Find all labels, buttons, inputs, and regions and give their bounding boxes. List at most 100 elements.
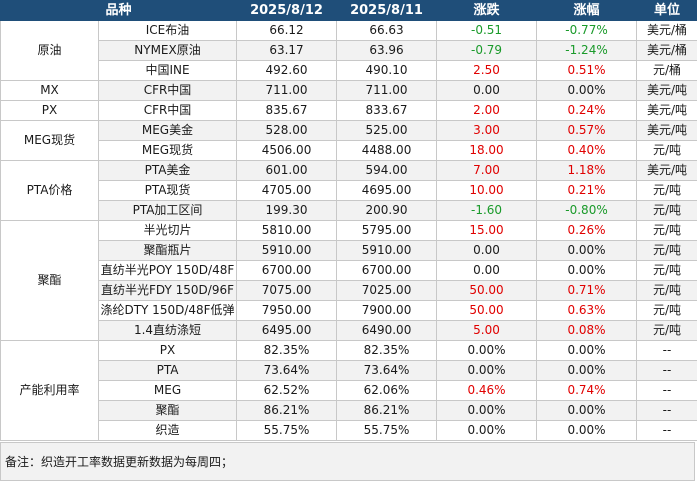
- item-name-cell: 半光切片: [97, 220, 238, 241]
- value-date2-cell: 525.00: [336, 120, 438, 141]
- change-cell: 0.00: [436, 240, 538, 261]
- change-pct-cell: 0.40%: [536, 140, 638, 161]
- change-pct-cell: 0.57%: [536, 120, 638, 141]
- value-date1-cell: 7950.00: [236, 300, 338, 321]
- value-date1-cell: 86.21%: [236, 400, 338, 421]
- change-cell: -0.51: [436, 20, 538, 41]
- table-row: 产能利用率 PX 82.35% 82.35% 0.00% 0.00% --: [0, 340, 697, 441]
- value-date1-cell: 528.00: [236, 120, 338, 141]
- value-date2-cell: 6700.00: [336, 260, 438, 281]
- value-date2-cell: 66.63: [336, 20, 438, 41]
- value-date1-cell: 7075.00: [236, 280, 338, 301]
- table-row: 中国INE 492.60 490.10 2.50 0.51% 元/桶: [1, 60, 697, 81]
- unit-cell: 元/吨: [636, 240, 697, 261]
- change-cell: 2.50: [436, 60, 538, 81]
- table-row: 涤纶DTY 150D/48F低弹 7950.00 7900.00 50.00 0.63%…: [1, 300, 697, 321]
- group-label: 原油: [0, 20, 99, 81]
- unit-cell: 元/吨: [636, 220, 697, 241]
- change-pct-cell: 0.08%: [536, 320, 638, 341]
- change-cell: 0.00%: [436, 340, 538, 361]
- item-name-cell: PTA现货: [97, 180, 238, 201]
- item-name-cell: 涤纶DTY 150D/48F低弹: [97, 300, 238, 321]
- change-pct-cell: 0.00%: [536, 400, 638, 421]
- unit-cell: 元/吨: [636, 320, 697, 341]
- value-date1-cell: 5910.00: [236, 240, 338, 261]
- change-cell: 10.00: [436, 180, 538, 201]
- unit-cell: 元/吨: [636, 200, 697, 221]
- value-date2-cell: 86.21%: [336, 400, 438, 421]
- value-date1-cell: 6700.00: [236, 260, 338, 281]
- change-pct-cell: -0.80%: [536, 200, 638, 221]
- unit-cell: 美元/桶: [636, 40, 697, 61]
- value-date2-cell: 594.00: [336, 160, 438, 181]
- header-unit: 单位: [636, 0, 697, 21]
- table-row: 聚酯 86.21% 86.21% 0.00% 0.00% --: [1, 400, 697, 421]
- item-name-cell: 直纺半光POY 150D/48F: [97, 260, 238, 281]
- table-row: MX CFR中国 711.00 711.00 0.00 0.00% 美元/吨: [0, 80, 697, 101]
- item-name-cell: CFR中国: [97, 100, 238, 121]
- change-cell: 7.00: [436, 160, 538, 181]
- item-name-cell: PTA: [97, 360, 238, 381]
- value-date1-cell: 5810.00: [236, 220, 338, 241]
- table-row: 织造 55.75% 55.75% 0.00% 0.00% --: [1, 420, 697, 441]
- unit-cell: 元/吨: [636, 300, 697, 321]
- unit-cell: 美元/吨: [636, 120, 697, 141]
- table-row: MEG现货 4506.00 4488.00 18.00 0.40% 元/吨: [1, 140, 697, 161]
- value-date2-cell: 7025.00: [336, 280, 438, 301]
- group-label: 聚酯: [0, 220, 99, 341]
- item-name-cell: PTA美金: [97, 160, 238, 181]
- item-name-cell: ICE布油: [97, 20, 238, 41]
- item-name-cell: 聚酯: [97, 400, 238, 421]
- item-name-cell: 中国INE: [97, 60, 238, 81]
- footnote: 备注：织造开工率数据更新数据为每周四；: [0, 442, 695, 481]
- table-body: 原油 ICE布油 66.12 66.63 -0.51 -0.77% 美元/桶 NYMEX原油 6…: [0, 20, 697, 441]
- value-date2-cell: 4695.00: [336, 180, 438, 201]
- value-date2-cell: 55.75%: [336, 420, 438, 441]
- change-pct-cell: 0.00%: [536, 80, 638, 101]
- group-label: PTA价格: [0, 160, 99, 221]
- unit-cell: 美元/吨: [636, 80, 697, 101]
- change-cell: 0.00%: [436, 400, 538, 421]
- item-name-cell: PX: [97, 340, 238, 361]
- value-date1-cell: 62.52%: [236, 380, 338, 401]
- value-date2-cell: 82.35%: [336, 340, 438, 361]
- value-date2-cell: 490.10: [336, 60, 438, 81]
- value-date1-cell: 6495.00: [236, 320, 338, 341]
- value-date1-cell: 73.64%: [236, 360, 338, 381]
- change-cell: 0.46%: [436, 380, 538, 401]
- unit-cell: 美元/桶: [636, 20, 697, 41]
- change-pct-cell: 0.00%: [536, 360, 638, 381]
- item-name-cell: CFR中国: [97, 80, 238, 101]
- item-name-cell: NYMEX原油: [97, 40, 238, 61]
- unit-cell: 元/桶: [636, 60, 697, 81]
- unit-cell: --: [636, 340, 697, 361]
- table-row: PTA价格 PTA美金 601.00 594.00 7.00 1.18% 美元/吨: [0, 160, 697, 221]
- unit-cell: 元/吨: [636, 140, 697, 161]
- change-cell: -1.60: [436, 200, 538, 221]
- change-cell: 2.00: [436, 100, 538, 121]
- item-name-cell: PTA加工区间: [97, 200, 238, 221]
- item-name-cell: 织造: [97, 420, 238, 441]
- table-row: PTA现货 4705.00 4695.00 10.00 0.21% 元/吨: [1, 180, 697, 201]
- unit-cell: 元/吨: [636, 280, 697, 301]
- price-table: 品种 2025/8/12 2025/8/11 涨跌 涨幅 单位 原油 ICE布油 6…: [0, 0, 697, 441]
- change-cell: 0.00%: [436, 420, 538, 441]
- value-date2-cell: 4488.00: [336, 140, 438, 161]
- value-date1-cell: 66.12: [236, 20, 338, 41]
- unit-cell: 元/吨: [636, 260, 697, 281]
- value-date2-cell: 200.90: [336, 200, 438, 221]
- change-pct-cell: 0.24%: [536, 100, 638, 121]
- unit-cell: --: [636, 380, 697, 401]
- table-row: PTA加工区间 199.30 200.90 -1.60 -0.80% 元/吨: [1, 200, 697, 221]
- header-change-pct: 涨幅: [536, 0, 638, 21]
- change-pct-cell: 0.63%: [536, 300, 638, 321]
- value-date1-cell: 199.30: [236, 200, 338, 221]
- group-label: MX: [0, 80, 99, 101]
- table-row: 聚酯瓶片 5910.00 5910.00 0.00 0.00% 元/吨: [1, 240, 697, 261]
- unit-cell: --: [636, 420, 697, 441]
- unit-cell: --: [636, 400, 697, 421]
- change-pct-cell: 0.00%: [536, 240, 638, 261]
- change-pct-cell: 0.26%: [536, 220, 638, 241]
- item-name-cell: MEG: [97, 380, 238, 401]
